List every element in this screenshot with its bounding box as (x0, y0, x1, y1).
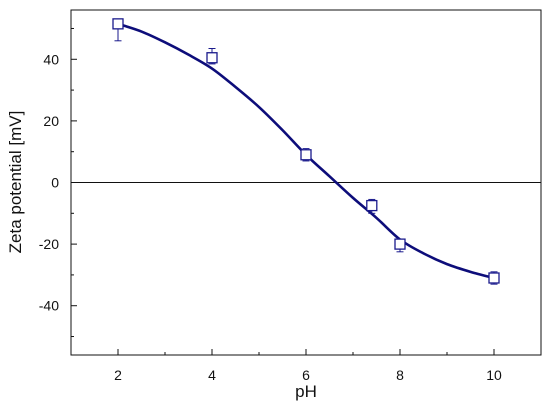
data-point-square (488, 272, 500, 284)
data-points (112, 18, 500, 284)
y-tick-label: -20 (39, 236, 59, 252)
y-tick-label: 20 (43, 113, 59, 129)
y-axis-title: Zeta potential [mV] (6, 111, 25, 254)
x-axis-title: pH (295, 382, 317, 401)
data-point-square (112, 18, 124, 30)
x-tick-label: 2 (114, 367, 122, 383)
y-tick-label: -40 (39, 298, 59, 314)
x-axis-ticks: 2 4 6 8 10 (114, 349, 502, 383)
x-tick-label: 4 (208, 367, 216, 383)
y-axis-ticks: -40 -20 0 20 40 (39, 27, 77, 338)
y-tick-label: 40 (43, 51, 59, 67)
x-tick-label: 6 (302, 367, 310, 383)
data-point-square (300, 149, 312, 161)
y-tick-label: 0 (51, 175, 59, 191)
x-tick-label: 10 (486, 367, 502, 383)
data-point-square (206, 52, 218, 64)
x-tick-label: 8 (396, 367, 404, 383)
data-point-square (394, 238, 406, 250)
data-point-square (366, 199, 378, 212)
